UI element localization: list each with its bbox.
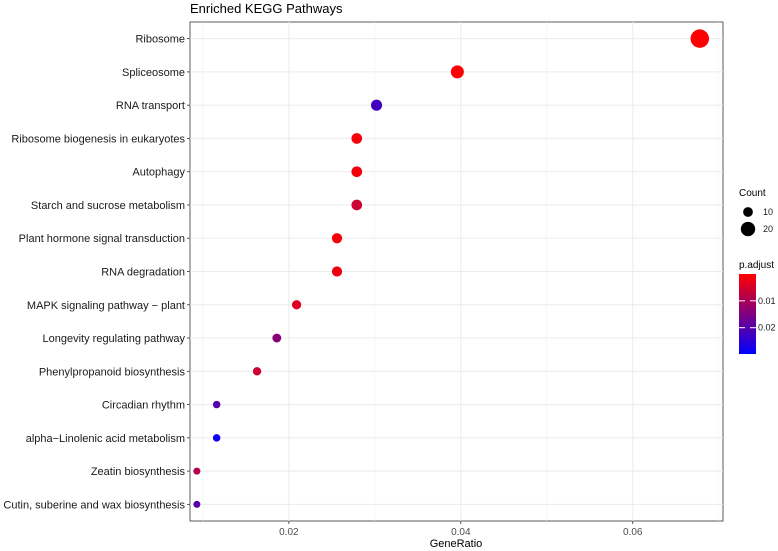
data-point bbox=[351, 133, 363, 144]
count-legend-label: 10 bbox=[763, 207, 773, 217]
data-point bbox=[450, 65, 464, 79]
x-tick-label: 0.06 bbox=[623, 527, 643, 538]
data-point bbox=[351, 166, 363, 178]
data-point bbox=[370, 99, 383, 111]
data-point bbox=[351, 199, 363, 211]
padjust-colorbar bbox=[739, 274, 756, 354]
category-label: MAPK signaling pathway − plant bbox=[27, 300, 185, 312]
x-axis-ticks: 0.02 0.04 0.06 bbox=[279, 521, 643, 538]
x-tick-label: 0.02 bbox=[279, 527, 299, 538]
count-legend-key bbox=[740, 221, 756, 237]
x-axis-title: GeneRatio bbox=[430, 538, 483, 550]
category-label: Zeatin biosynthesis bbox=[91, 466, 186, 478]
data-point bbox=[690, 29, 710, 48]
data-point bbox=[252, 367, 262, 376]
category-label: Autophagy bbox=[132, 167, 185, 179]
padjust-legend-title: p.adjust bbox=[739, 260, 774, 271]
category-label: Phenylpropanoid biosynthesis bbox=[39, 366, 186, 378]
count-legend: Count 10 20 bbox=[739, 188, 773, 237]
count-legend-label: 20 bbox=[763, 224, 773, 234]
category-label: Longevity regulating pathway bbox=[43, 333, 186, 345]
category-label: Spliceosome bbox=[122, 67, 185, 79]
colorbar-tick-label: 0.02 bbox=[758, 323, 776, 333]
category-label: Ribosome biogenesis in eukaryotes bbox=[11, 133, 185, 145]
category-label: Plant hormone signal transduction bbox=[19, 233, 185, 245]
count-legend-key bbox=[743, 207, 753, 217]
data-point bbox=[331, 233, 343, 244]
category-label: RNA transport bbox=[116, 100, 185, 112]
plot-panel bbox=[189, 21, 724, 522]
category-label: Circadian rhythm bbox=[102, 400, 185, 412]
data-point bbox=[331, 266, 343, 277]
chart-title: Enriched KEGG Pathways bbox=[190, 1, 343, 16]
data-point bbox=[212, 400, 221, 409]
x-tick-label: 0.04 bbox=[451, 527, 471, 538]
data-point bbox=[272, 333, 282, 343]
count-legend-title: Count bbox=[739, 188, 766, 199]
data-point bbox=[212, 434, 221, 442]
colorbar-tick-label: 0.01 bbox=[758, 296, 776, 306]
category-label: Starch and sucrose metabolism bbox=[31, 200, 185, 212]
data-point bbox=[193, 500, 201, 508]
category-labels: Ribosome Spliceosome RNA transport Ribosome… bbox=[3, 34, 190, 511]
data-points bbox=[193, 29, 710, 508]
category-label: Cutin, suberine and wax biosynthesis bbox=[3, 499, 185, 511]
category-label: alpha−Linolenic acid metabolism bbox=[26, 433, 185, 445]
category-label: RNA degradation bbox=[101, 267, 185, 279]
data-point bbox=[291, 300, 302, 310]
data-point bbox=[193, 467, 201, 475]
padjust-legend: p.adjust 0.01 0.02 bbox=[739, 260, 776, 354]
category-label: Ribosome bbox=[135, 34, 185, 46]
